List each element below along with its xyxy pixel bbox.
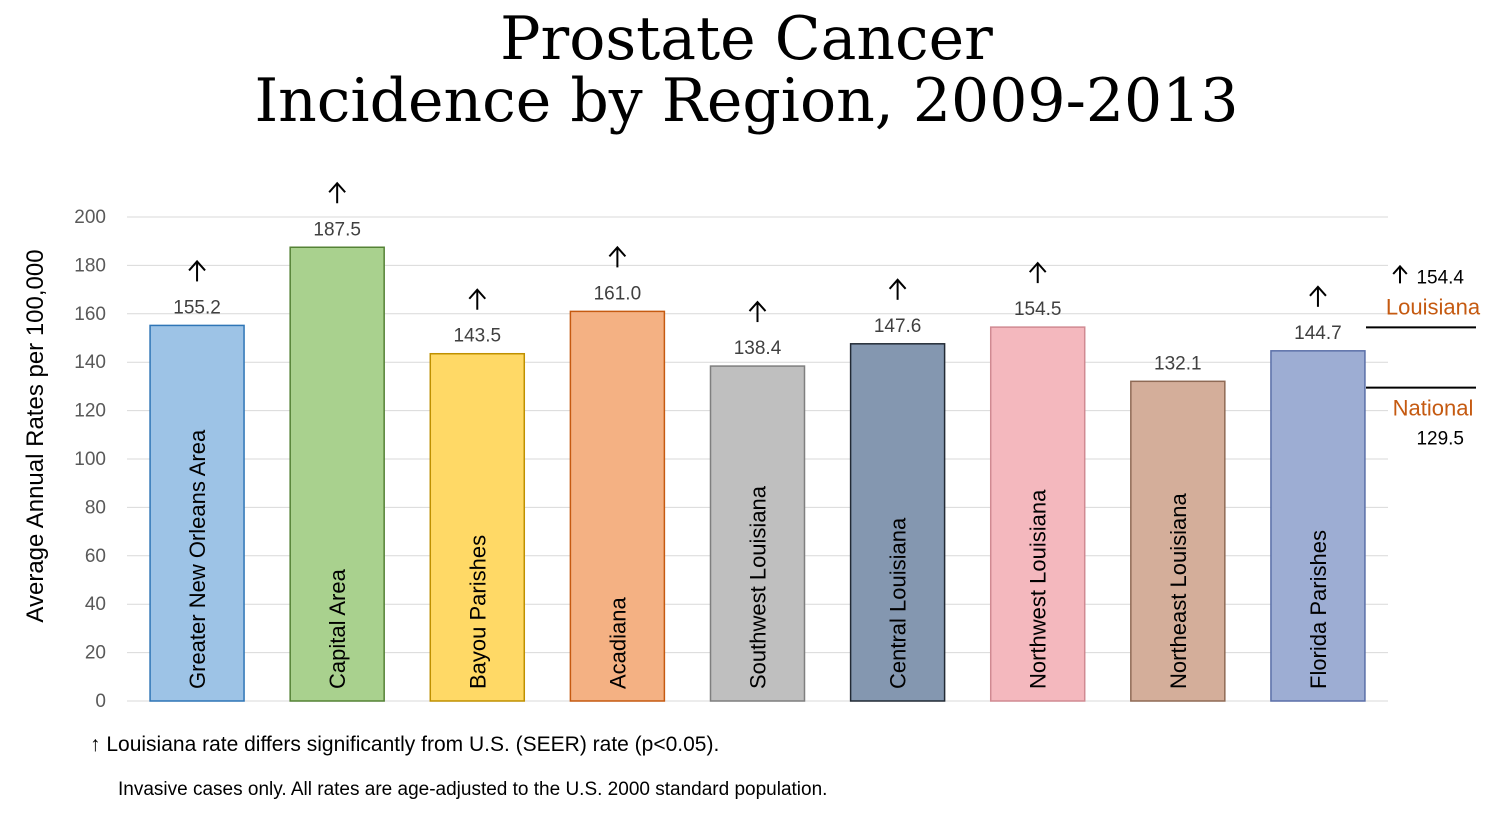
y-tick-label: 200 (74, 207, 106, 228)
reference-name-label: National (1393, 396, 1474, 421)
bar-value-label: 143.5 (454, 326, 502, 347)
chart-title-line-1: Prostate Cancer (500, 4, 993, 74)
category-label: Bayou Parishes (465, 535, 490, 689)
bar (1270, 350, 1366, 702)
y-tick-label: 140 (74, 352, 106, 373)
bar-group: 143.5 Bayou Parishes (429, 288, 526, 702)
bar (709, 365, 806, 702)
reference-name-label: Louisiana (1386, 294, 1481, 319)
y-tick-label: 60 (85, 546, 106, 567)
bar-value-label: 161.0 (594, 283, 642, 304)
y-tick-label: 180 (74, 255, 106, 276)
bar-group: 187.5 Capital Area (289, 181, 385, 702)
significance-footnote-text: Louisiana rate differs significantly fro… (106, 733, 720, 756)
category-label: Southwest Louisiana (746, 485, 771, 689)
category-label: Capital Area (325, 568, 350, 689)
bar (569, 310, 666, 702)
reference-national: National 129.5 (1366, 386, 1476, 450)
method-footnote: Invasive cases only. All rates are age-a… (118, 779, 828, 800)
y-tick-label: 80 (85, 497, 106, 518)
up-arrow-icon: ↑ (90, 733, 101, 756)
bar-value-label: 138.4 (734, 338, 782, 359)
up-arrow-icon (1028, 261, 1047, 284)
up-arrow-icon (608, 245, 627, 268)
bar-group: 138.4 Southwest Louisiana (709, 300, 806, 702)
up-arrow-icon (468, 288, 487, 310)
bar-group: 155.2 Greater New Orleans Area (149, 259, 245, 702)
chart-title: Prostate Cancer Incidence by Region, 200… (0, 8, 1493, 132)
bar-value-label: 155.2 (173, 297, 221, 318)
y-axis: 0 20 40 60 80 100 120 140 160 180 200 (74, 207, 106, 712)
bar (989, 326, 1086, 702)
bar (149, 324, 245, 702)
y-axis-label: Average Annual Rates per 100,000 (22, 249, 49, 622)
up-arrow-icon (328, 181, 346, 204)
up-arrow-icon (1309, 285, 1327, 307)
category-label: Florida Parishes (1306, 530, 1331, 689)
chart-title-line-2: Incidence by Region, 2009-2013 (254, 66, 1239, 136)
bar-value-label: 147.6 (874, 316, 922, 337)
y-tick-label: 100 (74, 449, 106, 470)
reference-value-label: 129.5 (1416, 429, 1464, 450)
bar-value-label: 187.5 (313, 219, 361, 240)
bar-group: 161.0 Acadiana (569, 245, 666, 702)
reference-louisiana: Louisiana 154.4 (1366, 264, 1481, 329)
up-arrow-icon (748, 300, 767, 323)
y-tick-label: 20 (85, 643, 106, 664)
bar (429, 352, 526, 702)
bar-group: 144.7 Florida Parishes (1270, 285, 1366, 702)
y-tick-label: 160 (74, 304, 106, 325)
y-tick-label: 40 (85, 594, 106, 615)
bar (849, 343, 946, 702)
bar-group: 147.6 Central Louisiana (849, 278, 946, 702)
y-tick-label: 120 (74, 401, 106, 422)
up-arrow-icon (888, 278, 907, 300)
reference-value-label: 154.4 (1416, 267, 1464, 288)
category-label: Central Louisiana (886, 517, 911, 689)
category-label: Greater New Orleans Area (185, 429, 210, 689)
bar-value-label: 132.1 (1154, 353, 1202, 374)
bars: 155.2 Greater New Orleans Area 187.5 Capita… (149, 181, 1366, 702)
bar-group: 132.1 Northeast Louisiana (1130, 353, 1226, 702)
significance-footnote: ↑ Louisiana rate differs significantly f… (90, 733, 719, 757)
bar (1130, 380, 1226, 702)
reference-lines: Louisiana 154.4 National 129.5 (1366, 264, 1481, 450)
up-arrow-icon (188, 259, 206, 282)
bar (289, 246, 385, 702)
category-label: Northeast Louisiana (1166, 493, 1191, 689)
y-tick-label: 0 (95, 691, 106, 712)
category-label: Acadiana (605, 596, 630, 689)
up-arrow-icon (1392, 264, 1408, 284)
category-label: Northwest Louisiana (1026, 489, 1051, 689)
bar-value-label: 144.7 (1294, 323, 1342, 344)
bar-value-label: 154.5 (1014, 299, 1062, 320)
bar-group: 154.5 Northwest Louisiana (989, 261, 1086, 702)
